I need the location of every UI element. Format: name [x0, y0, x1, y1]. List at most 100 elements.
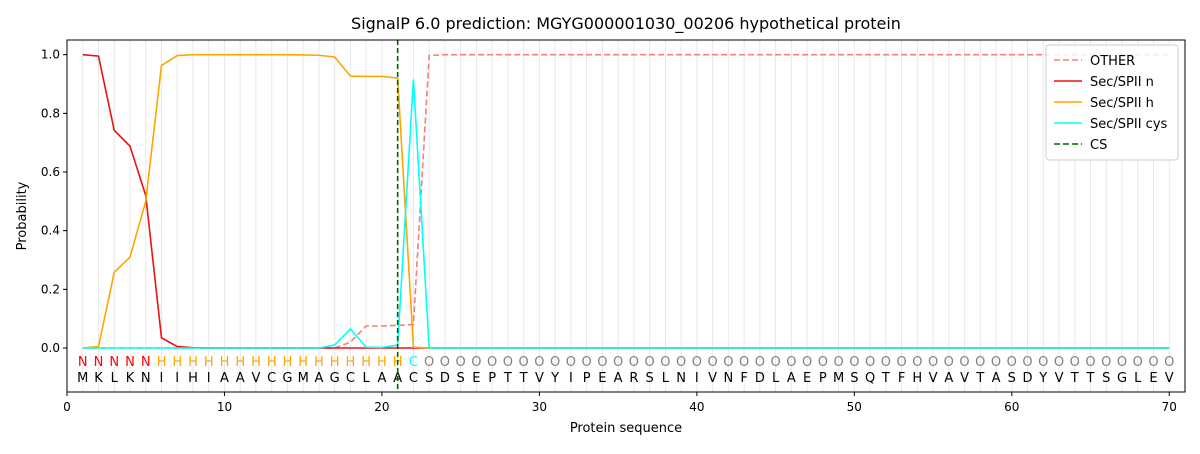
- residue: K: [126, 371, 135, 386]
- region-label: O: [613, 355, 623, 370]
- residue: A: [992, 371, 1001, 386]
- residue: L: [772, 371, 780, 386]
- residue: G: [282, 371, 292, 386]
- residue: V: [1165, 371, 1174, 386]
- region-label: O: [519, 355, 529, 370]
- region-label: O: [424, 355, 434, 370]
- region-label: O: [1164, 355, 1174, 370]
- region-label: O: [912, 355, 922, 370]
- region-label: H: [361, 355, 371, 370]
- residue: I: [175, 371, 179, 386]
- residue: R: [629, 371, 638, 386]
- region-label: O: [865, 355, 875, 370]
- region-label: O: [770, 355, 780, 370]
- residue: F: [898, 371, 905, 386]
- region-label: O: [534, 355, 544, 370]
- region-label: O: [676, 355, 686, 370]
- legend-box: [1045, 44, 1179, 161]
- residue: I: [695, 371, 699, 386]
- region-label: H: [251, 355, 261, 370]
- residue: Y: [1038, 371, 1047, 386]
- residue: L: [111, 371, 119, 386]
- region-label: O: [1054, 355, 1064, 370]
- region-label: O: [645, 355, 655, 370]
- residue: A: [220, 371, 229, 386]
- x-tick-label: 10: [217, 400, 232, 414]
- residue: T: [881, 371, 890, 386]
- residue: V: [708, 371, 717, 386]
- region-label: O: [818, 355, 828, 370]
- region-label: N: [94, 355, 104, 370]
- residue: L: [662, 371, 670, 386]
- region-label: O: [991, 355, 1001, 370]
- residue: S: [457, 371, 465, 386]
- x-tick-label: 60: [1004, 400, 1019, 414]
- region-label: O: [597, 355, 607, 370]
- residue: G: [1117, 371, 1127, 386]
- region-label: H: [298, 355, 308, 370]
- axes-frame: [66, 39, 1186, 393]
- region-label: O: [1133, 355, 1143, 370]
- region-label: O: [802, 355, 812, 370]
- region-label: O: [1148, 355, 1158, 370]
- legend-label: Sec/SPII h: [1090, 96, 1154, 111]
- region-label: H: [220, 355, 230, 370]
- residue: N: [141, 371, 151, 386]
- region-label: H: [235, 355, 245, 370]
- region-label: O: [487, 355, 497, 370]
- region-label: H: [330, 355, 340, 370]
- region-label: H: [172, 355, 182, 370]
- y-axis-label: Probability: [15, 181, 30, 250]
- region-label: N: [78, 355, 88, 370]
- residue: Q: [865, 371, 875, 386]
- residue: S: [1008, 371, 1016, 386]
- y-tick-label: 1.0: [41, 48, 60, 62]
- region-label: O: [1085, 355, 1095, 370]
- region-label: O: [755, 355, 765, 370]
- region-label: O: [928, 355, 938, 370]
- residue: A: [314, 371, 323, 386]
- region-label: O: [849, 355, 859, 370]
- region-label: O: [503, 355, 513, 370]
- residue: H: [912, 371, 922, 386]
- legend-label: Sec/SPII n: [1090, 75, 1154, 90]
- region-label: O: [833, 355, 843, 370]
- y-tick-label: 0.6: [41, 165, 60, 179]
- residue: V: [252, 371, 261, 386]
- region-label: O: [707, 355, 717, 370]
- region-label: O: [959, 355, 969, 370]
- region-label: O: [471, 355, 481, 370]
- region-label: O: [1117, 355, 1127, 370]
- residue: A: [787, 371, 796, 386]
- region-label: H: [314, 355, 324, 370]
- residue: M: [77, 371, 88, 386]
- series-line: [82, 79, 1170, 349]
- residue: E: [803, 371, 811, 386]
- region-label: H: [188, 355, 198, 370]
- residue: P: [488, 371, 496, 386]
- residue: T: [975, 371, 984, 386]
- residue: H: [188, 371, 198, 386]
- residue: C: [346, 371, 355, 386]
- x-tick-label: 20: [374, 400, 389, 414]
- residue: M: [298, 371, 309, 386]
- residue: D: [755, 371, 765, 386]
- residue: V: [535, 371, 544, 386]
- residue: S: [1102, 371, 1110, 386]
- legend-label: OTHER: [1090, 54, 1135, 69]
- residue: V: [960, 371, 969, 386]
- residue: I: [207, 371, 211, 386]
- y-tick-label: 0.0: [41, 341, 60, 355]
- residue: D: [440, 371, 450, 386]
- residue: K: [94, 371, 103, 386]
- region-label: O: [1101, 355, 1111, 370]
- y-tick-label: 0.8: [41, 106, 60, 120]
- residue: A: [236, 371, 245, 386]
- x-tick-label: 70: [1162, 400, 1177, 414]
- region-label: C: [409, 355, 418, 370]
- residue: E: [598, 371, 606, 386]
- residue: V: [929, 371, 938, 386]
- residue: E: [472, 371, 480, 386]
- residue: D: [1023, 371, 1033, 386]
